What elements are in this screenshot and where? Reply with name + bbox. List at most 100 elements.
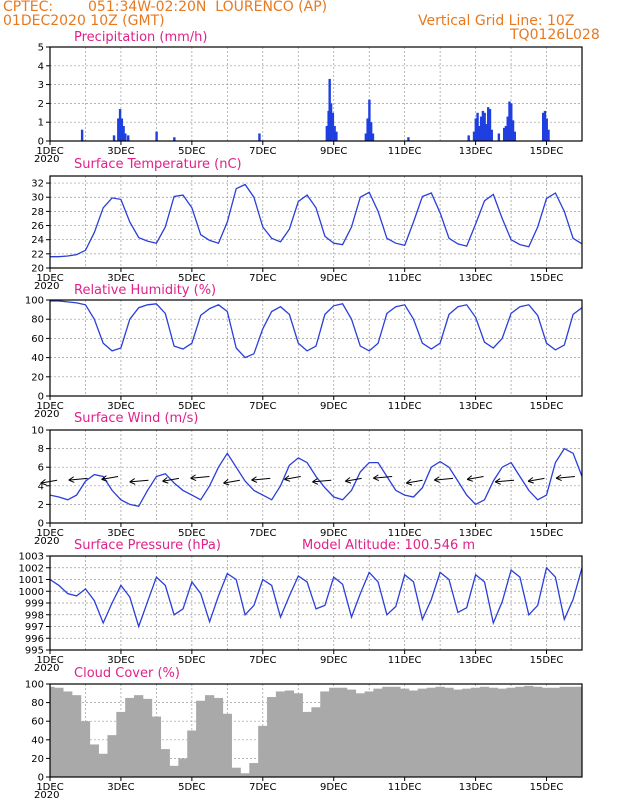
y-tick-label: 24 [31,235,44,246]
panel-title-cloud: Cloud Cover (%) [74,666,180,681]
precip-bar [335,131,338,141]
series-pres [50,566,582,629]
grid-temp [50,176,582,268]
precip-bar [506,116,509,141]
cloud-column [479,686,490,777]
precip-bar [513,131,517,141]
wind-vector [223,479,240,484]
x-tick-label: 7DEC [249,528,276,539]
series-line-temp [50,183,582,258]
x-tick-label: 11DEC [388,528,422,539]
precip-bar [120,118,124,141]
x-tick-label: 9DEC [320,273,347,284]
y-tick-label: 2 [38,500,44,511]
y-tick-label: 1 [38,118,44,129]
cloud-column [533,686,543,777]
precip-bar [479,116,483,141]
wind-arrowhead [223,478,230,486]
precip-bar [497,133,501,141]
cloud-column [169,765,179,777]
x-tick-label: 13DEC [459,782,493,793]
y-tick-label: 30 [31,193,44,204]
cloud-column [89,744,99,777]
precip-bar [478,125,481,141]
x-tick-label: 5DEC [178,782,205,793]
x-tick-label: 3DEC [107,528,134,539]
x-tick-label: 11DEC [388,273,422,284]
cloud-column [426,687,436,777]
cloud-column [222,713,232,777]
y-tick-label: 100 [25,680,44,691]
cloud-column [346,689,357,777]
y-tick-label: 26 [31,221,44,232]
grid-rh [50,300,582,396]
cloud-column [329,687,339,777]
precip-bar [511,120,515,141]
cloud-column [134,695,144,777]
panel-title-rh: Relative Humidity (%) [74,283,216,298]
precip-bar [474,118,477,141]
precip-bar [173,137,176,141]
y-tick-label: 1003 [19,552,44,563]
y-tick-label: 10 [31,426,44,437]
precip-bar [331,112,335,141]
wind-vector [345,477,362,482]
series-cloud [50,685,604,777]
precip-bar [328,78,331,141]
cloud-column [568,686,578,777]
precip-bar [368,99,371,141]
cloud-column [355,693,365,777]
panel-cloud: 0 20 40 60 80 100 1DEC 3DEC 5DEC 7DEC 9DEC 11DEC 13D… [25,666,604,800]
cloud-column [284,690,295,777]
precip-bar [490,129,493,141]
cloud-column [320,691,330,777]
y-tick-label: 1000 [19,587,44,598]
y-tick-label: 0 [38,137,44,148]
wind-vector [129,479,149,483]
series-rh [50,300,582,359]
x-tick-label: 11DEC [388,146,422,157]
panel-title-temp: Surface Temperature (nC) [74,157,242,172]
precip-bar [467,135,470,141]
cloud-column [364,691,374,777]
frame-cloud [49,683,583,778]
precip-bar [155,131,158,141]
x-year-label: 2020 [34,281,59,292]
x-tick-label: 13DEC [459,528,493,539]
cloud-column [550,687,561,777]
header-code: TQ0126L028 [510,27,600,43]
x-tick-label: 3DEC [107,146,134,157]
wind-arrowhead [68,476,75,483]
precip-bar [122,125,125,141]
precip-bar [508,101,511,141]
x-year-label: 2020 [34,790,59,800]
x-tick-label: 3DEC [107,273,134,284]
panel-wind: 0 2 4 6 8 10 1DEC 3DEC 5DEC 7DEC 9DEC 11DEC 13DEC 15D… [31,411,583,547]
precip-bar [117,118,120,141]
y-tick-label: 80 [31,698,44,709]
grid-precip [50,47,582,141]
y-tick-label: 40 [31,353,44,364]
x-tick-label: 5DEC [178,146,205,157]
cloud-column [63,691,73,777]
x-tick-label: 3DEC [107,401,134,412]
x-tick-label: 5DEC [178,401,205,412]
x-tick-label: 9DEC [320,528,347,539]
x-tick-label: 15DEC [530,401,564,412]
cloud-column [151,716,162,777]
cloud-column [497,688,507,777]
y-tick-label: 4 [38,61,44,72]
cloud-column [470,687,481,777]
grid-pres [50,556,582,650]
cloud-column [595,688,604,777]
y-tick-label: 999 [25,599,44,610]
wind-vector [68,477,88,481]
x-tick-label: 15DEC [530,273,564,284]
x-tick-label: 15DEC [530,655,564,666]
precip-bar [364,133,368,141]
precip-bar [541,112,545,141]
precip-bar [366,118,369,141]
precip-bar [483,112,486,141]
precip-bar [472,131,476,141]
